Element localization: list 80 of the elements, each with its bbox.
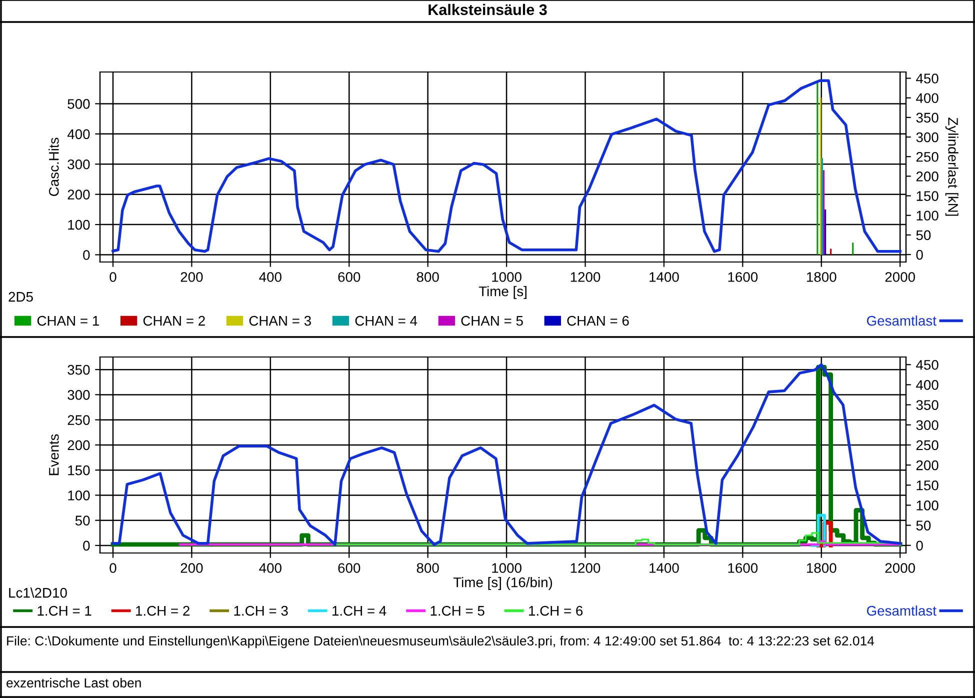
legend-label: 1.CH = 4 [332,606,386,616]
y-axis-title: Events [49,434,59,476]
y2-tick-label: 200 [916,460,938,470]
y2-tick-label: 350 [916,400,938,410]
legend-title: 2D5 [8,292,33,302]
legend-label: 1.CH = 3 [234,606,288,616]
y-tick-label: 200 [68,190,90,200]
legend-label: CHAN = 1 [37,316,99,326]
x-tick-label: 2000 [885,563,916,573]
x-tick-label: 1400 [650,272,679,282]
y-tick-label: 0 [83,540,90,551]
y-tick-label: 0 [83,250,90,260]
y2-tick-label: 100 [916,210,938,221]
legend-label: 1.CH = 2 [136,606,190,616]
x-axis-title: Time [s] [478,286,526,300]
y-tick-label: 300 [68,390,90,400]
x-tick-label: 1800 [807,272,836,282]
y2-tick-label: 450 [916,74,938,84]
legend-label: 1.CH = 6 [529,606,583,616]
x-tick-label: 400 [259,563,282,573]
legend-label: CHAN = 2 [143,316,205,326]
y2-tick-label: 250 [916,440,938,450]
x-tick-label: 400 [259,272,282,282]
legend-label: 1.CH = 1 [38,606,92,616]
chart-title: Kalksteinsäule 3 [428,4,547,16]
y2-tick-label: 50 [916,230,931,240]
y2-tick-label: 250 [916,152,938,162]
x-tick-label: 1200 [570,563,600,573]
y-tick-label: 100 [68,220,90,230]
x-tick-label: 1600 [728,272,758,282]
text: Gesamtlast [866,316,936,326]
legend-label: CHAN = 5 [461,316,523,326]
text: File: C:\Dokumente und Einstellungen\Kappi\Eigene Dateien\neuesmuseum\säule2\säule3.pri, from: 4 12:49:00 set 51.864 to: 4 13:22:23 set 62.014 [7,636,874,648]
y2-tick-label: 100 [916,500,938,510]
y2-tick-label: 200 [916,172,938,182]
x-tick-label: 600 [338,272,360,282]
legend-label: CHAN = 4 [355,316,418,326]
x-tick-label: 1000 [492,272,522,282]
y2-tick-label: 350 [916,112,938,123]
x-tick-label: 1400 [650,563,679,573]
legend-title: Lc1\2D10 [9,588,67,598]
x-tick-label: 200 [180,563,203,573]
y2-tick-label: 0 [916,540,923,551]
y2-tick-label: 50 [916,520,931,530]
y2-tick-label: 150 [916,191,938,201]
y-tick-label: 50 [75,516,90,526]
x-tick-label: 1800 [807,563,836,573]
y-tick-label: 200 [68,440,90,450]
legend-label: CHAN = 3 [249,316,311,326]
y-axis-title: Casc.Hits [48,138,59,196]
y2-tick-label: 150 [916,480,938,490]
x-axis-title: Time [s] (16/bin) [453,577,552,590]
y-tick-label: 150 [68,465,90,476]
y2-tick-label: 400 [916,93,938,104]
y-tick-label: 400 [67,129,90,140]
y2-tick-label: 0 [916,250,923,260]
x-tick-label: 0 [110,272,116,282]
y-tick-label: 500 [68,99,90,109]
x-tick-label: 800 [416,563,439,573]
y2-axis-title: Zylinderlast [kN] [945,118,958,216]
x-tick-label: 2000 [885,272,916,282]
legend-label: CHAN = 6 [567,316,629,326]
y-tick-label: 250 [68,415,90,425]
text: exzentrische Last oben [6,678,141,688]
x-tick-label: 1000 [492,563,522,573]
x-tick-label: 1200 [570,272,600,282]
legend-label: 1.CH = 5 [430,606,484,616]
x-tick-label: 800 [416,272,439,282]
y-tick-label: 300 [68,159,90,170]
y-tick-label: 350 [68,364,90,375]
y2-tick-label: 300 [916,132,938,142]
y-tick-label: 100 [68,490,90,500]
y2-tick-label: 450 [916,360,938,370]
x-tick-label: 200 [180,272,203,282]
y2-tick-label: 300 [916,420,938,430]
text: Gesamtlast [866,606,936,616]
x-tick-label: 0 [110,563,116,573]
x-tick-label: 600 [338,563,360,573]
y2-tick-label: 400 [916,380,938,390]
x-tick-label: 1600 [728,563,758,573]
